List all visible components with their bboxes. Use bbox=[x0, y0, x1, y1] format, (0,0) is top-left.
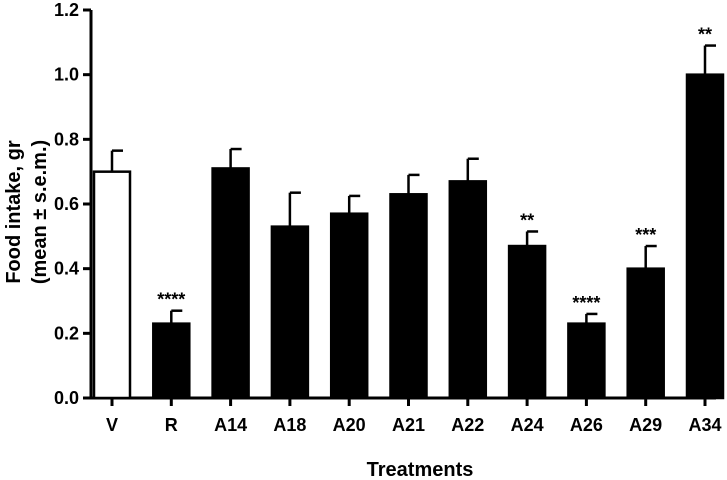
axes bbox=[83, 8, 716, 406]
x-tick-label-A18: A18 bbox=[273, 415, 306, 435]
y-tick-label: 0.8 bbox=[54, 129, 79, 149]
y-axis-title-line1: Food intake, gr bbox=[3, 140, 25, 284]
labels: 0.00.20.40.60.81.01.2V R****A14 A18 A20 A21 A… bbox=[54, 0, 722, 435]
y-tick-label: 0.6 bbox=[54, 194, 79, 214]
y-tick-label: 0.0 bbox=[54, 388, 79, 408]
bar-R bbox=[152, 322, 191, 400]
y-axis-title-line2: (mean ± s.e.m.) bbox=[29, 140, 51, 284]
bar-V bbox=[92, 170, 132, 400]
significance-label-A29: *** bbox=[635, 225, 656, 245]
bar-A20 bbox=[329, 212, 369, 400]
significance-label-A34: ** bbox=[698, 25, 712, 45]
significance-label-A26: **** bbox=[572, 293, 600, 313]
x-tick-label-A14: A14 bbox=[214, 415, 247, 435]
bar-A26 bbox=[567, 322, 606, 400]
x-tick-label-A29: A29 bbox=[629, 415, 662, 435]
significance-label-A24: ** bbox=[520, 210, 534, 230]
y-tick-label: 0.2 bbox=[54, 323, 79, 343]
y-tick-label: 1.2 bbox=[54, 0, 79, 20]
x-axis-title: Treatments bbox=[367, 459, 474, 480]
bar-A34 bbox=[685, 73, 725, 400]
x-tick-label-A26: A26 bbox=[570, 415, 603, 435]
y-tick-label: 1.0 bbox=[54, 65, 79, 85]
bar-A29 bbox=[626, 267, 665, 400]
x-tick-label-A21: A21 bbox=[392, 415, 425, 435]
x-tick-label-A20: A20 bbox=[333, 415, 366, 435]
x-tick-label-A24: A24 bbox=[511, 415, 544, 435]
significance-label-R: **** bbox=[157, 290, 185, 310]
x-tick-label-R: R bbox=[165, 415, 178, 435]
bar-A18 bbox=[270, 225, 310, 400]
bar-A24 bbox=[507, 244, 547, 400]
x-tick-label-V: V bbox=[106, 415, 118, 435]
x-tick-label-A34: A34 bbox=[688, 415, 721, 435]
x-tick-label-A22: A22 bbox=[451, 415, 484, 435]
bar-A14 bbox=[211, 167, 250, 400]
y-tick-label: 0.4 bbox=[54, 259, 79, 279]
bar-A22 bbox=[448, 180, 488, 400]
bar-A21 bbox=[389, 193, 428, 400]
bars bbox=[92, 44, 725, 400]
